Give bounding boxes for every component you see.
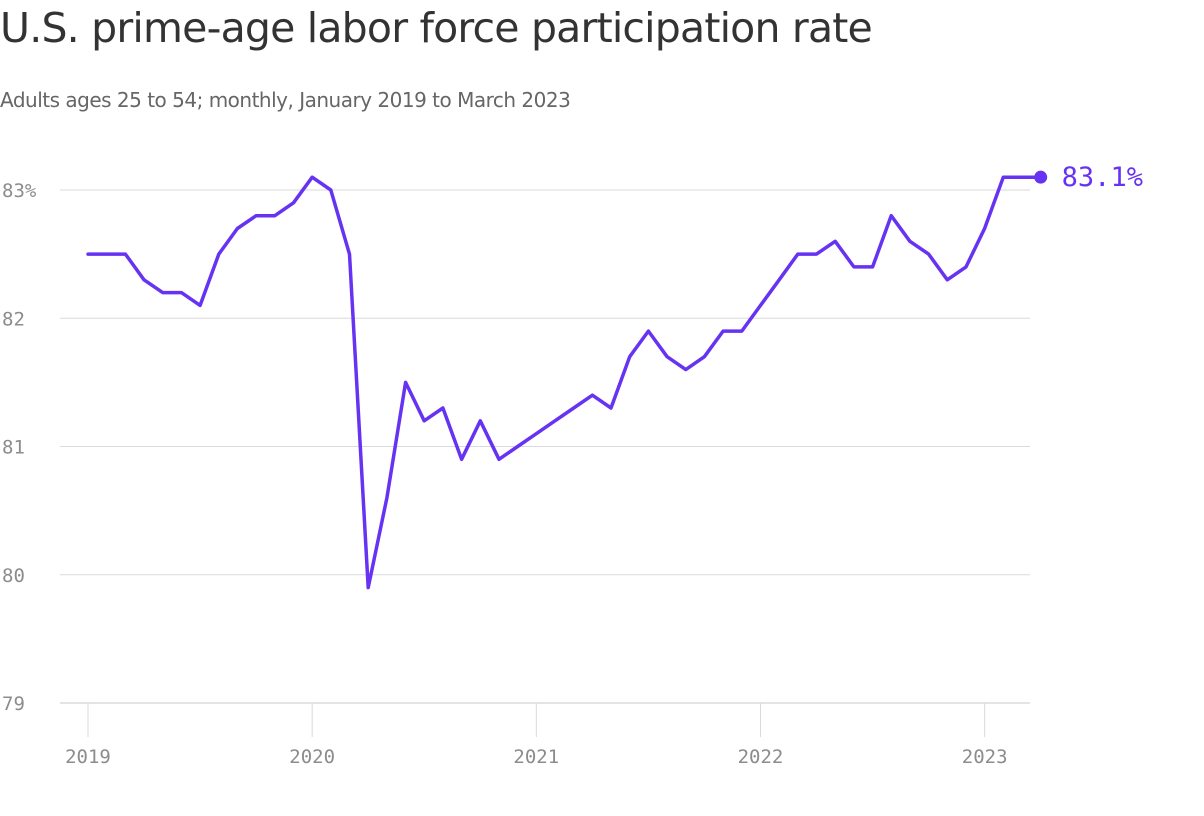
y-tick-label: 79 [2,693,25,715]
x-tick-label: 2022 [738,746,784,768]
grid-layer [60,189,1030,737]
y-tick-label: 83% [2,180,37,202]
end-value-label: 83.1% [1062,162,1143,193]
x-tick-label: 2021 [513,746,559,768]
x-tick-label: 2020 [289,746,335,768]
series-layer: 83.1% [86,162,1143,590]
series-line [86,175,1043,590]
end-point-marker [1034,170,1048,184]
x-tick-label: 2019 [65,746,111,768]
y-tick-label: 80 [2,565,25,587]
chart-title: U.S. prime-age labor force participation… [0,4,873,52]
chart-subtitle: Adults ages 25 to 54; monthly, January 2… [0,88,571,112]
y-tick-label: 82 [2,308,25,330]
x-tick-label: 2023 [962,746,1008,768]
y-tick-label: 81 [2,437,25,459]
axis-layer: 79 80 81 82 83% 2019 2020 2021 2022 2023 [2,180,1008,768]
